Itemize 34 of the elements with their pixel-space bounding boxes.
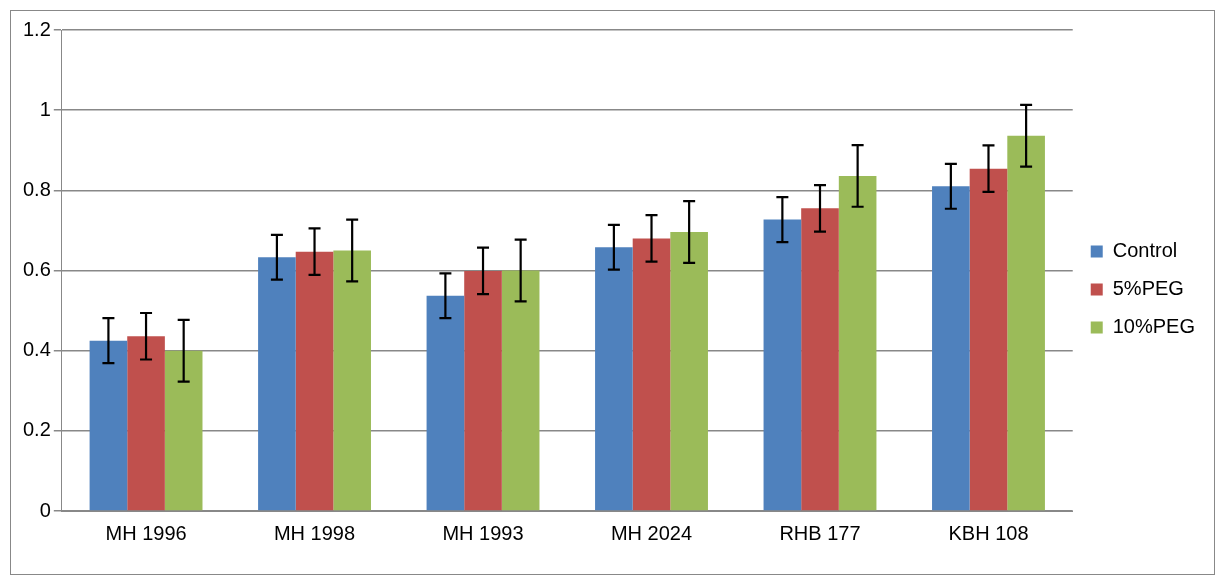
bar	[295, 251, 334, 511]
legend-label: 5%PEG	[1112, 277, 1184, 300]
bar	[932, 186, 970, 511]
y-tick-label: 1.2	[22, 17, 51, 40]
bar	[763, 219, 802, 511]
x-tick-label: KBH 108	[948, 521, 1029, 544]
y-tick-label: 0.6	[22, 258, 51, 281]
legend-label: 10%PEG	[1112, 315, 1195, 338]
bar	[670, 232, 708, 511]
bar	[838, 175, 877, 511]
bar	[426, 295, 465, 511]
bar	[127, 336, 165, 511]
x-tick-label: MH 2024	[610, 521, 693, 544]
x-tick-label: MH 1996	[105, 521, 187, 544]
legend-label: Control	[1112, 239, 1178, 262]
bar	[333, 250, 371, 511]
bar	[801, 208, 839, 511]
bar	[501, 270, 540, 511]
bar	[595, 247, 633, 511]
bar	[632, 238, 671, 511]
y-tick-label: 0	[39, 498, 51, 521]
x-tick-label: RHB 177	[779, 521, 861, 544]
bar	[89, 340, 128, 511]
bar	[164, 350, 203, 511]
y-tick-label: 1	[39, 97, 51, 120]
bar	[1007, 135, 1045, 511]
bar	[258, 257, 296, 511]
y-tick-label: 0.2	[22, 418, 51, 441]
x-tick-label: MH 1993	[442, 521, 524, 544]
x-tick-label: MH 1998	[273, 521, 356, 544]
y-tick-label: 0.4	[22, 338, 51, 361]
y-tick-label: 0.8	[22, 177, 51, 200]
bar	[464, 270, 502, 511]
bar	[969, 168, 1008, 511]
